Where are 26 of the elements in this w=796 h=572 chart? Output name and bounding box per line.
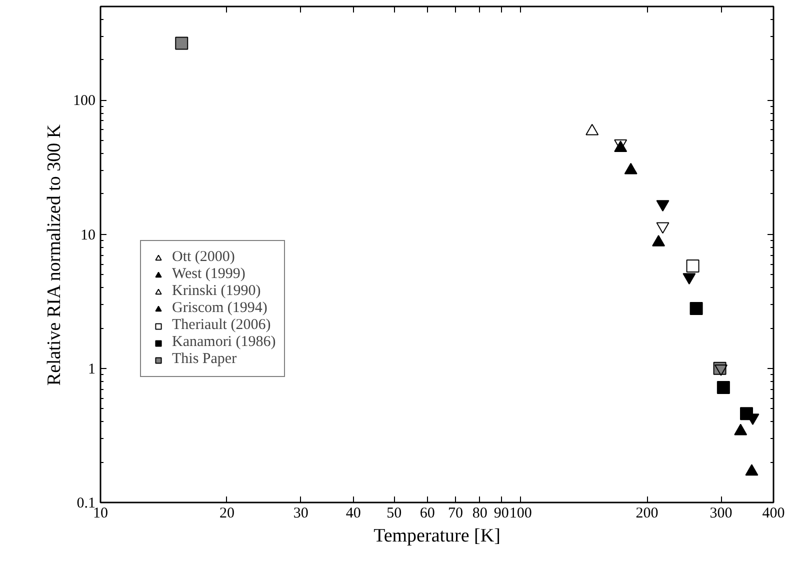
legend-label: Griscom (1994) [172, 300, 268, 317]
y-tick-label: 0.1 [76, 496, 96, 512]
y-tick-label: 1 [88, 361, 96, 378]
x-tick-label: 50 [386, 506, 402, 522]
y-tick-label: 10 [80, 227, 96, 244]
legend-label: West (1999) [172, 266, 246, 283]
x-tick-label: 40 [346, 506, 361, 522]
x-tick-label: 70 [448, 506, 464, 522]
x-tick-label: 20 [219, 506, 234, 522]
x-tick-label: 60 [420, 506, 435, 522]
x-tick-label: 300 [710, 506, 732, 522]
legend-label: Kanamori (1986) [172, 334, 276, 351]
x-tick-label: 100 [509, 506, 532, 522]
legend-label: Krinski (1990) [172, 283, 261, 300]
x-tick-label: 30 [293, 506, 308, 522]
x-tick-label: 80 [472, 506, 488, 522]
y-tick-label: 100 [73, 93, 96, 110]
legend-label: Ott (2000) [172, 249, 235, 266]
legend-label: This Paper [172, 351, 237, 368]
x-tick-label: 10 [93, 506, 108, 522]
x-axis-title: Temperature [K] [374, 526, 500, 546]
x-tick-label: 400 [762, 506, 785, 522]
x-tick-label: 200 [636, 506, 658, 522]
y-axis-title: Relative RIA normalized to 300 K [44, 124, 65, 386]
legend-label: Theriault (2006) [172, 317, 271, 334]
x-tick-label: 90 [494, 506, 509, 522]
